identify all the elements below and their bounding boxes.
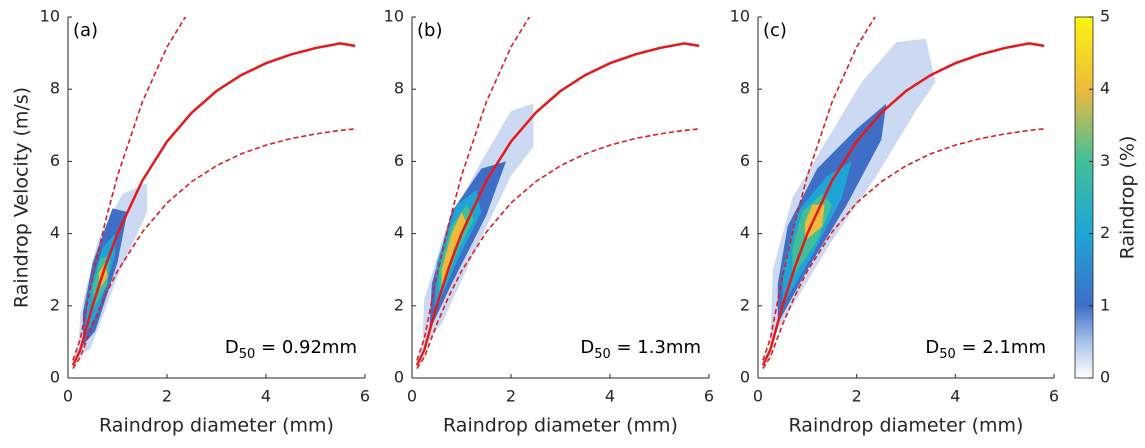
velocity-curve [762,17,876,361]
x-tick-label: 0 [407,387,417,406]
y-tick-label: 0 [50,368,60,387]
y-tick-label: 2 [50,295,60,314]
y-tick-label: 6 [50,151,60,170]
y-tick-label: 10 [40,7,60,26]
velocity-curve [72,128,356,370]
x-tick-label: 6 [1049,387,1059,406]
colorbar-tick-label: 3 [1100,151,1110,170]
y-tick-label: 4 [740,223,750,242]
panel-label: (b) [417,20,442,41]
x-tick-label: 6 [360,387,370,406]
x-tick-label: 2 [852,387,862,406]
velocity-curve [71,42,356,366]
x-tick-label: 4 [950,387,960,406]
x-tick-label: 4 [605,387,615,406]
y-tick-label: 10 [730,7,750,26]
plot-area [761,17,1045,370]
colorbar-tick-label: 4 [1100,79,1110,98]
y-tick-label: 4 [394,223,404,242]
y-tick-label: 2 [740,295,750,314]
annotation: D50 = 0.92mm [225,337,357,362]
colorbar-tick-label: 1 [1100,295,1110,314]
panel-label: (c) [763,20,787,41]
y-tick-label: 2 [394,295,404,314]
velocity-curve [416,17,531,361]
colorbar-tick-label: 5 [1100,7,1110,26]
plot-area [71,17,356,370]
velocity-curve [761,42,1045,366]
y-axis-label: Raindrop Velocity (m/s) [11,87,33,308]
contour-region [441,211,467,292]
y-tick-label: 4 [50,223,60,242]
x-tick-label: 2 [162,387,172,406]
annotation: D50 = 2.1mm [925,337,1046,362]
contour-region [429,161,507,332]
y-tick-label: 8 [394,79,404,98]
x-axis-label: Raindrop diameter (mm) [789,415,1024,437]
y-tick-label: 6 [740,151,750,170]
colorbar [1074,16,1094,379]
contour-region [804,204,825,241]
velocity-curve [72,17,187,361]
x-tick-label: 0 [753,387,763,406]
x-tick-label: 2 [506,387,516,406]
y-tick-label: 8 [740,79,750,98]
colorbar-tick-label: 2 [1100,223,1110,242]
panel-label: (a) [73,20,98,41]
y-tick-label: 8 [50,79,60,98]
y-tick-label: 0 [394,368,404,387]
x-axis-label: Raindrop diameter (mm) [443,415,678,437]
colorbar-tick-label: 0 [1100,368,1110,387]
velocity-curve [762,128,1045,370]
velocity-curve [416,128,700,370]
y-tick-label: 6 [394,151,404,170]
x-axis-label: Raindrop diameter (mm) [99,415,334,437]
y-tick-label: 10 [384,7,404,26]
x-tick-label: 4 [261,387,271,406]
x-tick-label: 6 [704,387,714,406]
colorbar-label: Raindrop (%) [1117,136,1139,260]
annotation: D50 = 1.3mm [580,337,701,362]
x-tick-label: 0 [63,387,73,406]
plot-area [415,17,700,370]
y-tick-label: 0 [740,368,750,387]
velocity-curve [415,42,700,366]
